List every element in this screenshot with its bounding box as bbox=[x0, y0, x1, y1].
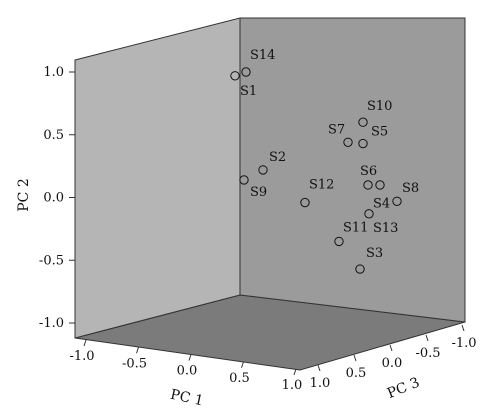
pc1-tick-label: 0.0 bbox=[177, 364, 198, 379]
pc3-axis-title: PC 3 bbox=[385, 375, 422, 402]
pc1-tick-mark bbox=[293, 368, 297, 376]
point-marker bbox=[230, 71, 240, 81]
data-point-s1: S1 bbox=[230, 71, 257, 99]
pc2-tick-label: -0.5 bbox=[39, 253, 64, 268]
data-point-s3: S3 bbox=[355, 246, 383, 274]
pc3-axis-ticks: 1.0 0.5 0.0 -0.5 -1.0 bbox=[310, 324, 477, 391]
data-point-s10: S10 bbox=[358, 99, 392, 127]
point-marker bbox=[375, 180, 385, 190]
pc3-tick-label: -0.5 bbox=[415, 346, 440, 361]
point-label: S10 bbox=[367, 99, 392, 114]
data-point-s13: S13 bbox=[364, 209, 398, 236]
point-label: S12 bbox=[309, 178, 334, 193]
point-label: S1 bbox=[240, 84, 257, 99]
point-label: S4 bbox=[373, 196, 390, 211]
pc1-tick-label: 1.0 bbox=[282, 378, 303, 393]
pc1-tick-mark bbox=[188, 354, 192, 361]
point-marker bbox=[364, 209, 374, 219]
back-wall-plane bbox=[239, 17, 466, 323]
left-wall-plane bbox=[74, 17, 241, 339]
point-label: S13 bbox=[373, 221, 398, 236]
point-marker bbox=[355, 264, 365, 274]
pc2-axis-title: PC 2 bbox=[16, 178, 32, 212]
pc1-axis-title: PC 1 bbox=[169, 387, 205, 410]
point-label: S7 bbox=[328, 122, 345, 137]
data-point-s7: S7 bbox=[328, 122, 353, 147]
pc3-tick-label: 0.5 bbox=[346, 366, 367, 381]
pc2-tick-label: -1.0 bbox=[39, 316, 64, 331]
pc3-tick-mark bbox=[317, 364, 321, 372]
pc3-tick-mark bbox=[425, 334, 429, 342]
pc1-tick-label: 0.5 bbox=[229, 371, 250, 386]
data-point-s14: S14 bbox=[241, 48, 275, 77]
pc3-tick-mark bbox=[389, 344, 393, 352]
data-point-s2: S2 bbox=[258, 150, 286, 175]
point-marker bbox=[334, 236, 344, 247]
point-marker bbox=[258, 165, 268, 175]
pc2-tick-label: 0.5 bbox=[43, 128, 64, 143]
pc3-tick-label: 0.0 bbox=[382, 356, 403, 371]
data-point-s8: S8 bbox=[375, 180, 419, 196]
point-label: S2 bbox=[269, 150, 286, 165]
point-label: S6 bbox=[360, 164, 377, 179]
point-marker bbox=[392, 196, 402, 206]
point-label: S11 bbox=[343, 220, 368, 235]
pc2-tick-label: 0.0 bbox=[43, 191, 64, 206]
pc1-tick-mark bbox=[136, 347, 139, 354]
data-point-s6: S6 bbox=[360, 164, 377, 190]
pc2-tick-label: 1.0 bbox=[43, 65, 64, 80]
pc1-tick-label: -1.0 bbox=[69, 349, 94, 364]
point-marker bbox=[239, 175, 249, 185]
point-marker bbox=[343, 137, 353, 147]
pc3-tick-label: -1.0 bbox=[451, 336, 476, 351]
data-point-s5: S5 bbox=[358, 125, 388, 149]
pc3-tick-mark bbox=[461, 324, 465, 332]
pc1-axis-ticks: -1.0 -0.5 0.0 0.5 1.0 bbox=[69, 339, 303, 393]
data-points: S14 S1 S10 S7 S5 S2 S9 S6 S8 S12 S4 S13 S11 S3 bbox=[230, 48, 419, 274]
pc3-tick-mark bbox=[353, 354, 357, 362]
data-point-s9: S9 bbox=[239, 175, 267, 200]
point-label: S3 bbox=[366, 246, 383, 261]
pc2-axis-ticks: 1.0 0.5 0.0 -0.5 -1.0 bbox=[39, 65, 75, 331]
point-marker bbox=[300, 197, 310, 208]
pc3-tick-label: 1.0 bbox=[310, 376, 331, 391]
pc1-tick-mark bbox=[241, 361, 244, 368]
point-marker bbox=[358, 117, 368, 127]
point-marker bbox=[363, 180, 373, 190]
point-marker bbox=[241, 67, 251, 77]
data-point-s11: S11 bbox=[334, 220, 368, 247]
data-point-s4: S4 bbox=[373, 196, 402, 211]
data-point-s12: S12 bbox=[300, 178, 334, 208]
pc1-tick-mark bbox=[83, 339, 87, 347]
pc1-tick-label: -0.5 bbox=[122, 356, 147, 371]
point-label: S5 bbox=[371, 125, 388, 140]
point-label: S9 bbox=[250, 185, 267, 200]
point-label: S8 bbox=[402, 181, 419, 196]
point-label: S14 bbox=[250, 48, 275, 63]
point-marker bbox=[358, 138, 368, 149]
